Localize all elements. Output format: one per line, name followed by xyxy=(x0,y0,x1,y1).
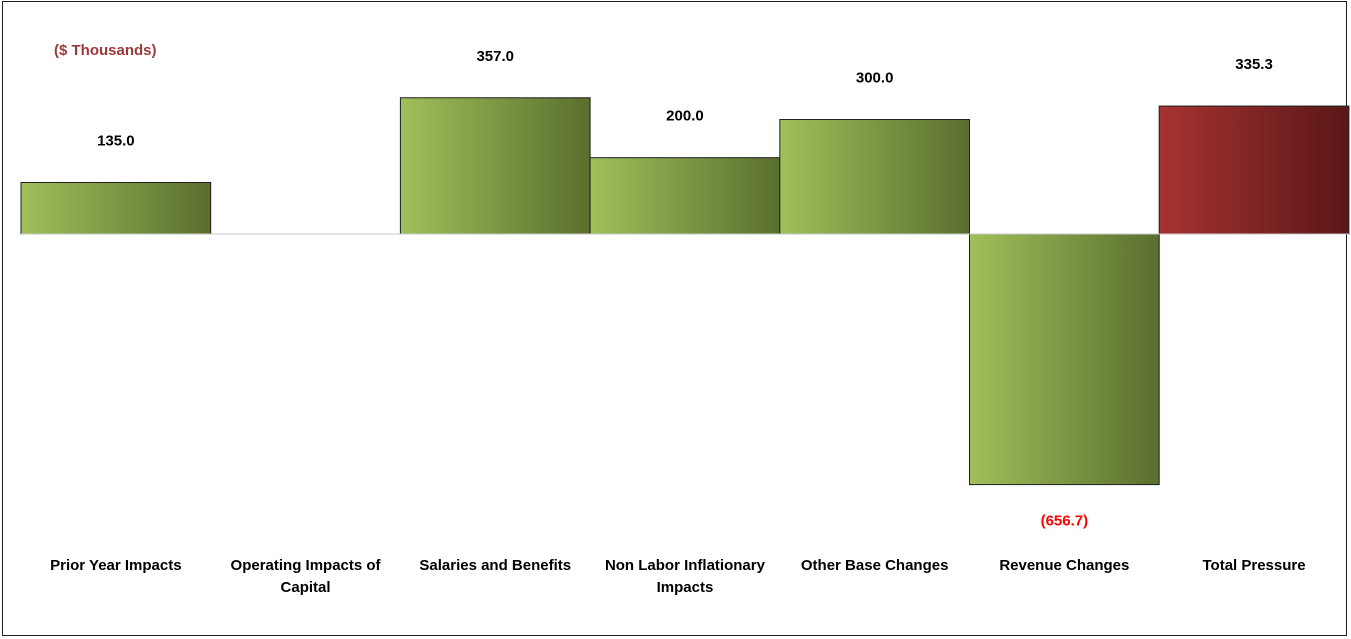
bar-other-base-changes xyxy=(779,119,970,235)
value-label-salaries-and-benefits: 357.0 xyxy=(476,48,514,65)
value-labels-group: 135.0 357.0 200.0 300.0 (656.7) 335.3 xyxy=(97,48,1273,530)
value-label-non-labor-inflationary-impacts: 200.0 xyxy=(666,108,704,125)
category-labels-group: Prior Year Impacts Operating Impacts of Ca… xyxy=(50,557,1305,596)
bars-group xyxy=(20,97,1350,486)
bar-total-pressure xyxy=(1158,105,1350,235)
category-label-salaries-and-benefits: Salaries and Benefits xyxy=(419,557,571,574)
value-label-revenue-changes: (656.7) xyxy=(1041,513,1089,530)
bar-non-labor-inflationary-impacts xyxy=(589,157,781,235)
category-label-non-labor-inflationary-impacts: Non Labor Inflationary Impacts xyxy=(605,557,766,596)
category-label-revenue-changes: Revenue Changes xyxy=(999,557,1129,574)
category-label-total-pressure: Total Pressure xyxy=(1202,557,1305,574)
value-label-other-base-changes: 300.0 xyxy=(856,70,894,87)
bar-revenue-changes xyxy=(969,233,1160,486)
unit-label: ($ Thousands) xyxy=(54,42,157,59)
value-label-prior-year-impacts: 135.0 xyxy=(97,132,135,149)
value-label-total-pressure: 335.3 xyxy=(1235,56,1273,73)
bar-prior-year-impacts xyxy=(20,181,212,235)
category-label-other-base-changes: Other Base Changes xyxy=(801,557,949,574)
bar-salaries-and-benefits xyxy=(399,97,591,235)
category-label-operating-impacts-of-capital: Operating Impacts of Capital xyxy=(231,557,382,596)
category-label-prior-year-impacts: Prior Year Impacts xyxy=(50,557,181,574)
